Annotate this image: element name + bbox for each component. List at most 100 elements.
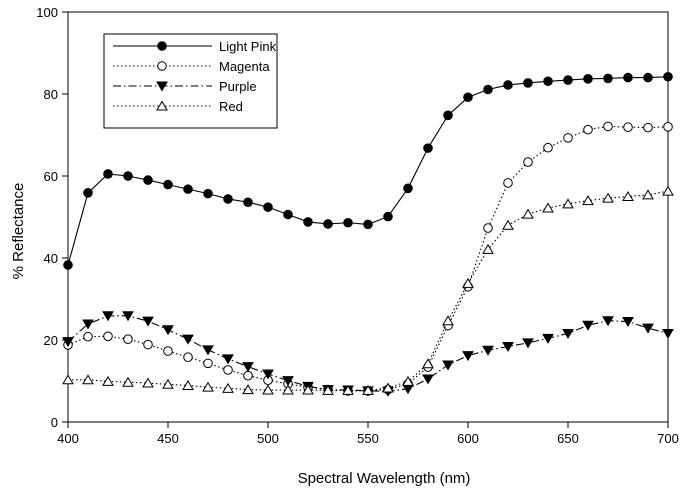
data-point-light-pink xyxy=(283,209,293,220)
data-point-magenta xyxy=(83,331,93,342)
data-point-magenta xyxy=(163,346,173,356)
x-tick-label: 600 xyxy=(457,431,479,446)
data-point-purple xyxy=(502,342,514,353)
legend-label-light-pink: Light Pink xyxy=(219,39,277,54)
data-point-red xyxy=(582,195,594,206)
data-point-light-pink xyxy=(643,72,653,83)
data-point-purple xyxy=(122,311,134,322)
data-point-magenta xyxy=(203,358,213,369)
y-axis-title: % Reflectance xyxy=(10,183,27,280)
data-point-red xyxy=(382,382,394,393)
data-point-light-pink xyxy=(263,202,273,212)
data-point-purple xyxy=(282,376,294,387)
data-point-purple xyxy=(522,338,534,349)
data-point-light-pink xyxy=(343,217,353,228)
data-point-red xyxy=(62,374,74,385)
data-point-magenta xyxy=(603,121,613,132)
data-point-light-pink xyxy=(163,179,173,190)
data-point-magenta xyxy=(123,334,133,344)
legend-entry-light-pink: Light Pink xyxy=(113,39,277,54)
data-point-light-pink xyxy=(383,211,393,222)
legend-label-red: Red xyxy=(219,99,243,114)
series-line-purple xyxy=(67,315,669,392)
data-point-magenta xyxy=(583,124,593,135)
y-tick-label: 60 xyxy=(44,169,58,184)
data-point-magenta xyxy=(643,122,653,133)
legend-marker-light-pink xyxy=(157,41,167,51)
y-tick-label: 100 xyxy=(36,5,58,20)
data-point-red xyxy=(522,208,534,219)
legend-label-magenta: Magenta xyxy=(219,59,270,74)
y-tick-label: 20 xyxy=(44,333,58,348)
data-point-light-pink xyxy=(423,143,433,153)
legend-box xyxy=(103,33,278,129)
legend-entry-red: Red xyxy=(113,99,243,114)
x-axis-title: Spectral Wavelength (nm) xyxy=(298,470,471,487)
data-point-red xyxy=(322,384,334,395)
data-point-red xyxy=(142,377,154,388)
data-point-light-pink xyxy=(603,73,613,84)
legend-entry-magenta: Magenta xyxy=(113,59,270,74)
data-point-red xyxy=(622,191,634,201)
data-point-magenta xyxy=(183,352,193,363)
data-point-magenta xyxy=(243,370,253,381)
data-point-magenta xyxy=(503,178,513,188)
data-point-purple xyxy=(202,345,214,356)
data-point-red xyxy=(202,381,214,392)
data-point-light-pink xyxy=(143,175,153,185)
data-point-light-pink xyxy=(443,110,453,121)
data-point-magenta xyxy=(563,133,573,143)
y-tick-label: 80 xyxy=(44,87,58,102)
data-point-light-pink xyxy=(543,76,553,87)
series-red xyxy=(62,185,674,395)
legend-marker-magenta xyxy=(157,61,167,71)
data-point-light-pink xyxy=(583,74,593,84)
legend-entry-purple: Purple xyxy=(113,79,257,94)
data-point-red xyxy=(362,384,374,395)
data-point-red xyxy=(602,192,614,203)
x-tick-label: 450 xyxy=(157,431,179,446)
data-point-red xyxy=(482,243,494,254)
data-point-light-pink xyxy=(503,80,513,90)
data-point-red xyxy=(662,185,674,196)
series-magenta xyxy=(63,121,673,396)
axes-layer: 400 450 500 550 600 650 700 0 20 40 60 80 100 xyxy=(36,5,679,446)
data-point-purple xyxy=(222,354,234,365)
data-point-red xyxy=(182,380,194,391)
data-point-purple xyxy=(422,374,434,385)
x-tick-label: 650 xyxy=(557,431,579,446)
data-point-red xyxy=(422,358,434,369)
data-point-light-pink xyxy=(623,72,633,83)
data-point-purple xyxy=(242,362,254,373)
data-point-purple xyxy=(182,334,194,345)
data-point-red xyxy=(162,378,174,389)
data-point-light-pink xyxy=(363,219,373,230)
legend-marker-purple xyxy=(156,81,168,92)
data-point-purple xyxy=(262,369,274,380)
data-point-red xyxy=(282,384,294,395)
series-purple xyxy=(62,311,674,397)
data-point-light-pink xyxy=(403,183,413,194)
data-point-purple xyxy=(142,316,154,327)
data-point-red xyxy=(222,382,234,393)
data-point-light-pink xyxy=(83,188,93,198)
data-point-purple xyxy=(642,323,654,334)
series-line-magenta xyxy=(67,125,669,392)
data-point-red xyxy=(82,374,94,385)
data-point-light-pink xyxy=(563,75,573,85)
data-point-red xyxy=(442,315,454,326)
data-point-red xyxy=(402,375,414,386)
data-point-purple xyxy=(482,345,494,356)
data-point-magenta xyxy=(143,339,153,350)
data-point-light-pink xyxy=(303,217,313,227)
data-point-magenta xyxy=(483,223,493,233)
data-point-light-pink xyxy=(223,194,233,204)
data-point-purple xyxy=(602,316,614,327)
data-point-red xyxy=(562,198,574,209)
series-light-pink xyxy=(63,71,673,270)
data-point-light-pink xyxy=(63,260,73,270)
data-point-red xyxy=(462,277,474,288)
data-point-purple xyxy=(442,360,454,371)
x-tick-label: 500 xyxy=(257,431,279,446)
data-point-purple xyxy=(82,319,94,330)
